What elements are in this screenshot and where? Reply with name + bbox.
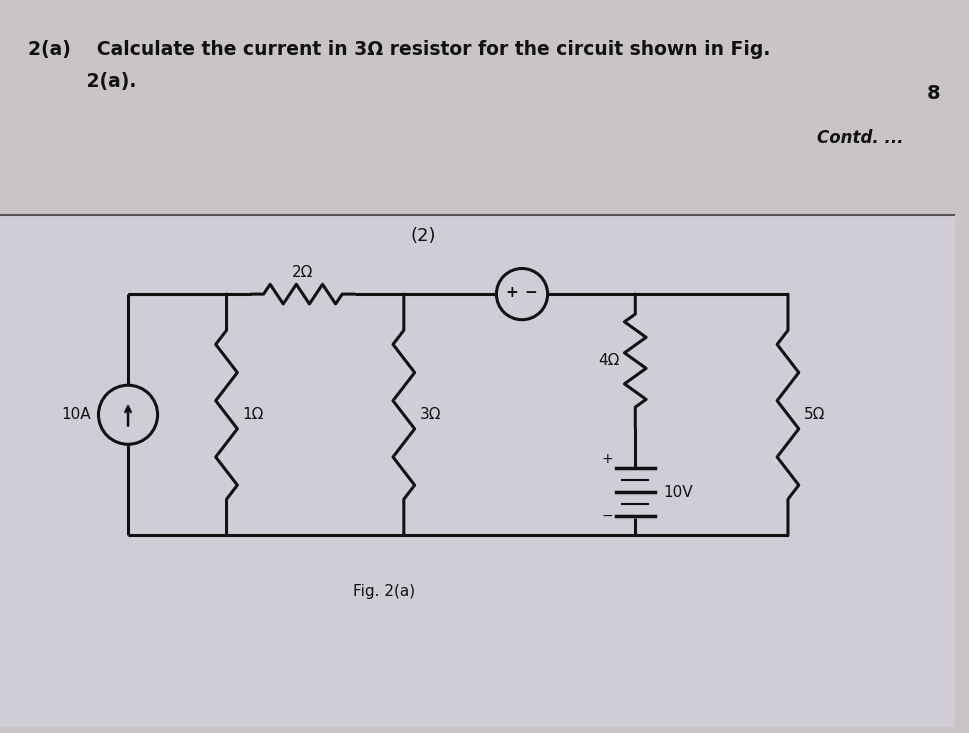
- Text: Contd. ...: Contd. ...: [817, 128, 903, 147]
- Circle shape: [496, 268, 547, 320]
- Text: −: −: [602, 509, 612, 523]
- Text: 5Ω: 5Ω: [803, 408, 825, 422]
- Text: (2): (2): [410, 226, 436, 245]
- Text: 2(a)    Calculate the current in 3Ω resistor for the circuit shown in Fig.: 2(a) Calculate the current in 3Ω resisto…: [27, 40, 769, 59]
- Text: Fig. 2(a): Fig. 2(a): [353, 584, 415, 600]
- Text: 4Ω: 4Ω: [598, 353, 619, 368]
- Text: 1Ω: 1Ω: [242, 408, 264, 422]
- Bar: [0, 216, 954, 727]
- Text: 2(a).: 2(a).: [27, 73, 136, 92]
- Text: 2Ω: 2Ω: [292, 265, 313, 280]
- Text: 10A: 10A: [61, 408, 90, 422]
- Bar: [0, 6, 954, 216]
- Text: 10V: 10V: [662, 485, 692, 500]
- Text: 8: 8: [926, 84, 940, 103]
- Text: +: +: [602, 452, 612, 465]
- Text: +: +: [505, 284, 518, 300]
- Text: −: −: [524, 284, 537, 300]
- Text: 3Ω: 3Ω: [420, 408, 441, 422]
